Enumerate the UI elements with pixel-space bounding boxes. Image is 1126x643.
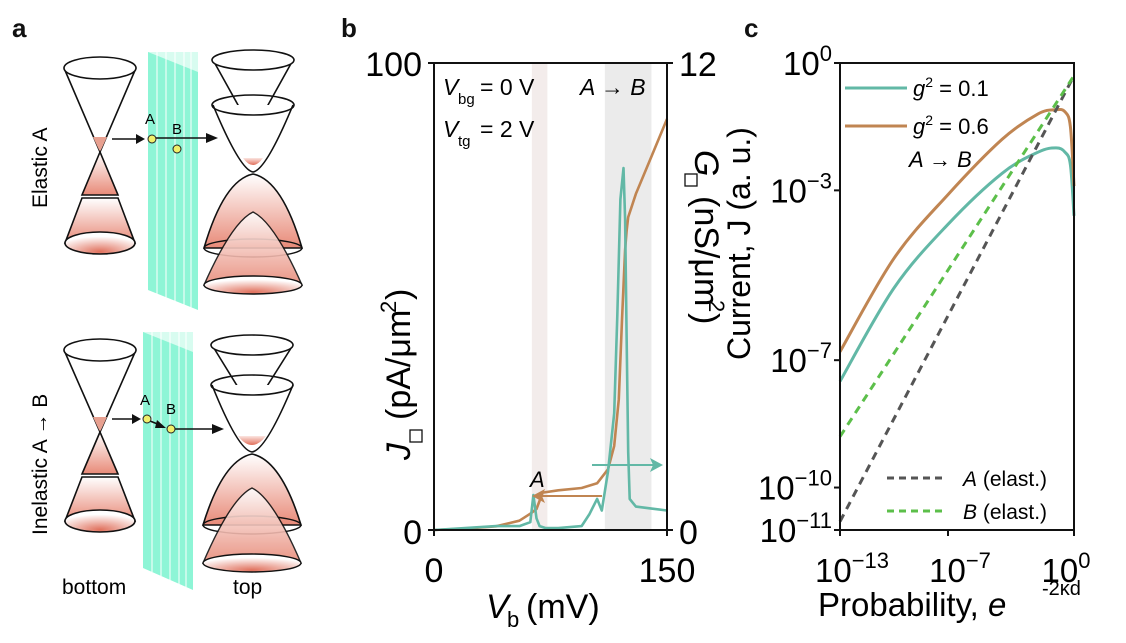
bottom-layer-cone: [63, 338, 137, 533]
series-line: [433, 166, 668, 532]
bottom-layer-cone: [63, 56, 137, 255]
y-tick-label: 100: [783, 41, 832, 82]
svg-text:tg: tg: [458, 133, 471, 150]
x-axis-label: V b (mV): [486, 588, 600, 632]
y-tick-label: 10−7: [770, 338, 832, 379]
row-label-elastic: Elastic A: [29, 127, 52, 208]
svg-text:-2κd: -2κd: [1042, 578, 1081, 600]
y-axis-label: Current, J (a. u.): [721, 127, 757, 360]
barrier-layer: [148, 52, 198, 310]
y-tick-label: 10−3: [770, 168, 832, 209]
x-tick-label: 0: [425, 552, 444, 590]
panel-label-b: b: [341, 13, 357, 43]
point-b: [166, 424, 176, 434]
shaded-region: [531, 63, 548, 530]
panel-a-schematic: A B: [29, 49, 304, 599]
y-tick-label: 10−11: [760, 508, 832, 549]
series-line: [838, 75, 1076, 523]
annotation-peak-a: A: [528, 467, 545, 492]
x-axis-label: Probability, e -2κd: [818, 578, 1081, 623]
svg-text:bg: bg: [458, 91, 475, 108]
x-tick-label: 150: [639, 552, 696, 590]
row-elastic: A B: [63, 49, 304, 310]
svg-text:V: V: [443, 116, 461, 142]
point-b: [172, 144, 182, 154]
svg-text:(nS/μm: (nS/μm: [687, 196, 725, 306]
svg-text:2: 2: [704, 300, 729, 312]
top-label: top: [233, 576, 262, 599]
y2-tick-label: 12: [679, 46, 717, 84]
y-tick-label: 10−10: [758, 466, 832, 507]
svg-text:= 2 V: = 2 V: [480, 116, 535, 142]
plot-frame-b: [433, 62, 668, 531]
left-axis-arrow: [532, 489, 602, 503]
legend-entry: g2 = 0.6: [913, 112, 989, 139]
annotation-vtg: V tg = 2 V: [443, 116, 535, 150]
legend-entry: A (elast.): [961, 468, 1047, 491]
svg-text:V: V: [486, 588, 512, 626]
legend-entry: g2 = 0.1: [913, 74, 989, 101]
svg-text:V: V: [443, 74, 461, 100]
panel-label-a: a: [12, 13, 27, 43]
series-line: [838, 107, 1076, 353]
point-a: [147, 134, 157, 144]
right-axis-arrow: [592, 458, 663, 472]
legend-top: g2 = 0.1 g2 = 0.6 A → B: [845, 74, 989, 172]
y-tick-label: 100: [365, 46, 422, 84]
y2-tick-label: 0: [679, 514, 698, 552]
svg-text:): ): [687, 313, 725, 324]
svg-text:): ): [380, 289, 418, 300]
point-a-label: A: [140, 392, 150, 409]
panel-label-c: c: [744, 13, 759, 43]
point-b-label: B: [172, 121, 182, 138]
chart-b: 100 0 12 0 0 150 V b (mV) J (pA/μm 2 ) G…: [365, 46, 729, 632]
legend-entry: B (elast.): [963, 501, 1047, 524]
row-label-inelastic: Inelastic A → B: [29, 394, 52, 535]
legend-bottom: A (elast.) B (elast.): [887, 468, 1047, 524]
top-layer-bands: [202, 49, 304, 295]
annotation-transition: A → B: [578, 74, 646, 100]
top-layer-bands: [201, 334, 303, 573]
svg-text:= 0 V: = 0 V: [480, 74, 535, 100]
row-inelastic: A B: [63, 332, 303, 590]
point-a: [142, 414, 152, 424]
svg-text:G: G: [687, 150, 725, 176]
series-line: [838, 74, 1076, 438]
plot-frame-c: [839, 62, 1075, 531]
bottom-label: bottom: [62, 576, 126, 599]
y-tick-label: 0: [403, 514, 422, 552]
x-tick-label: 100: [1042, 548, 1091, 589]
point-b-label: B: [166, 401, 176, 418]
svg-text:J: J: [380, 442, 418, 461]
point-a-label: A: [145, 111, 155, 128]
y-axis-label: J (pA/μm 2 ): [376, 289, 423, 461]
x-tick-label: 10−13: [815, 548, 889, 589]
svg-text:2: 2: [376, 301, 401, 313]
svg-text:(pA/μm: (pA/μm: [380, 310, 418, 420]
y2-axis-label: G (nS/μm 2 ): [684, 150, 729, 324]
barrier-layer: [143, 332, 193, 590]
legend-entry: A → B: [907, 147, 972, 172]
x-tick-label: 10−7: [929, 548, 991, 589]
annotation-vbg: V bg = 0 V: [443, 74, 535, 108]
svg-text:Probability, e: Probability, e: [818, 586, 1006, 623]
svg-text:(mV): (mV): [526, 588, 600, 626]
svg-text:b: b: [507, 607, 519, 632]
